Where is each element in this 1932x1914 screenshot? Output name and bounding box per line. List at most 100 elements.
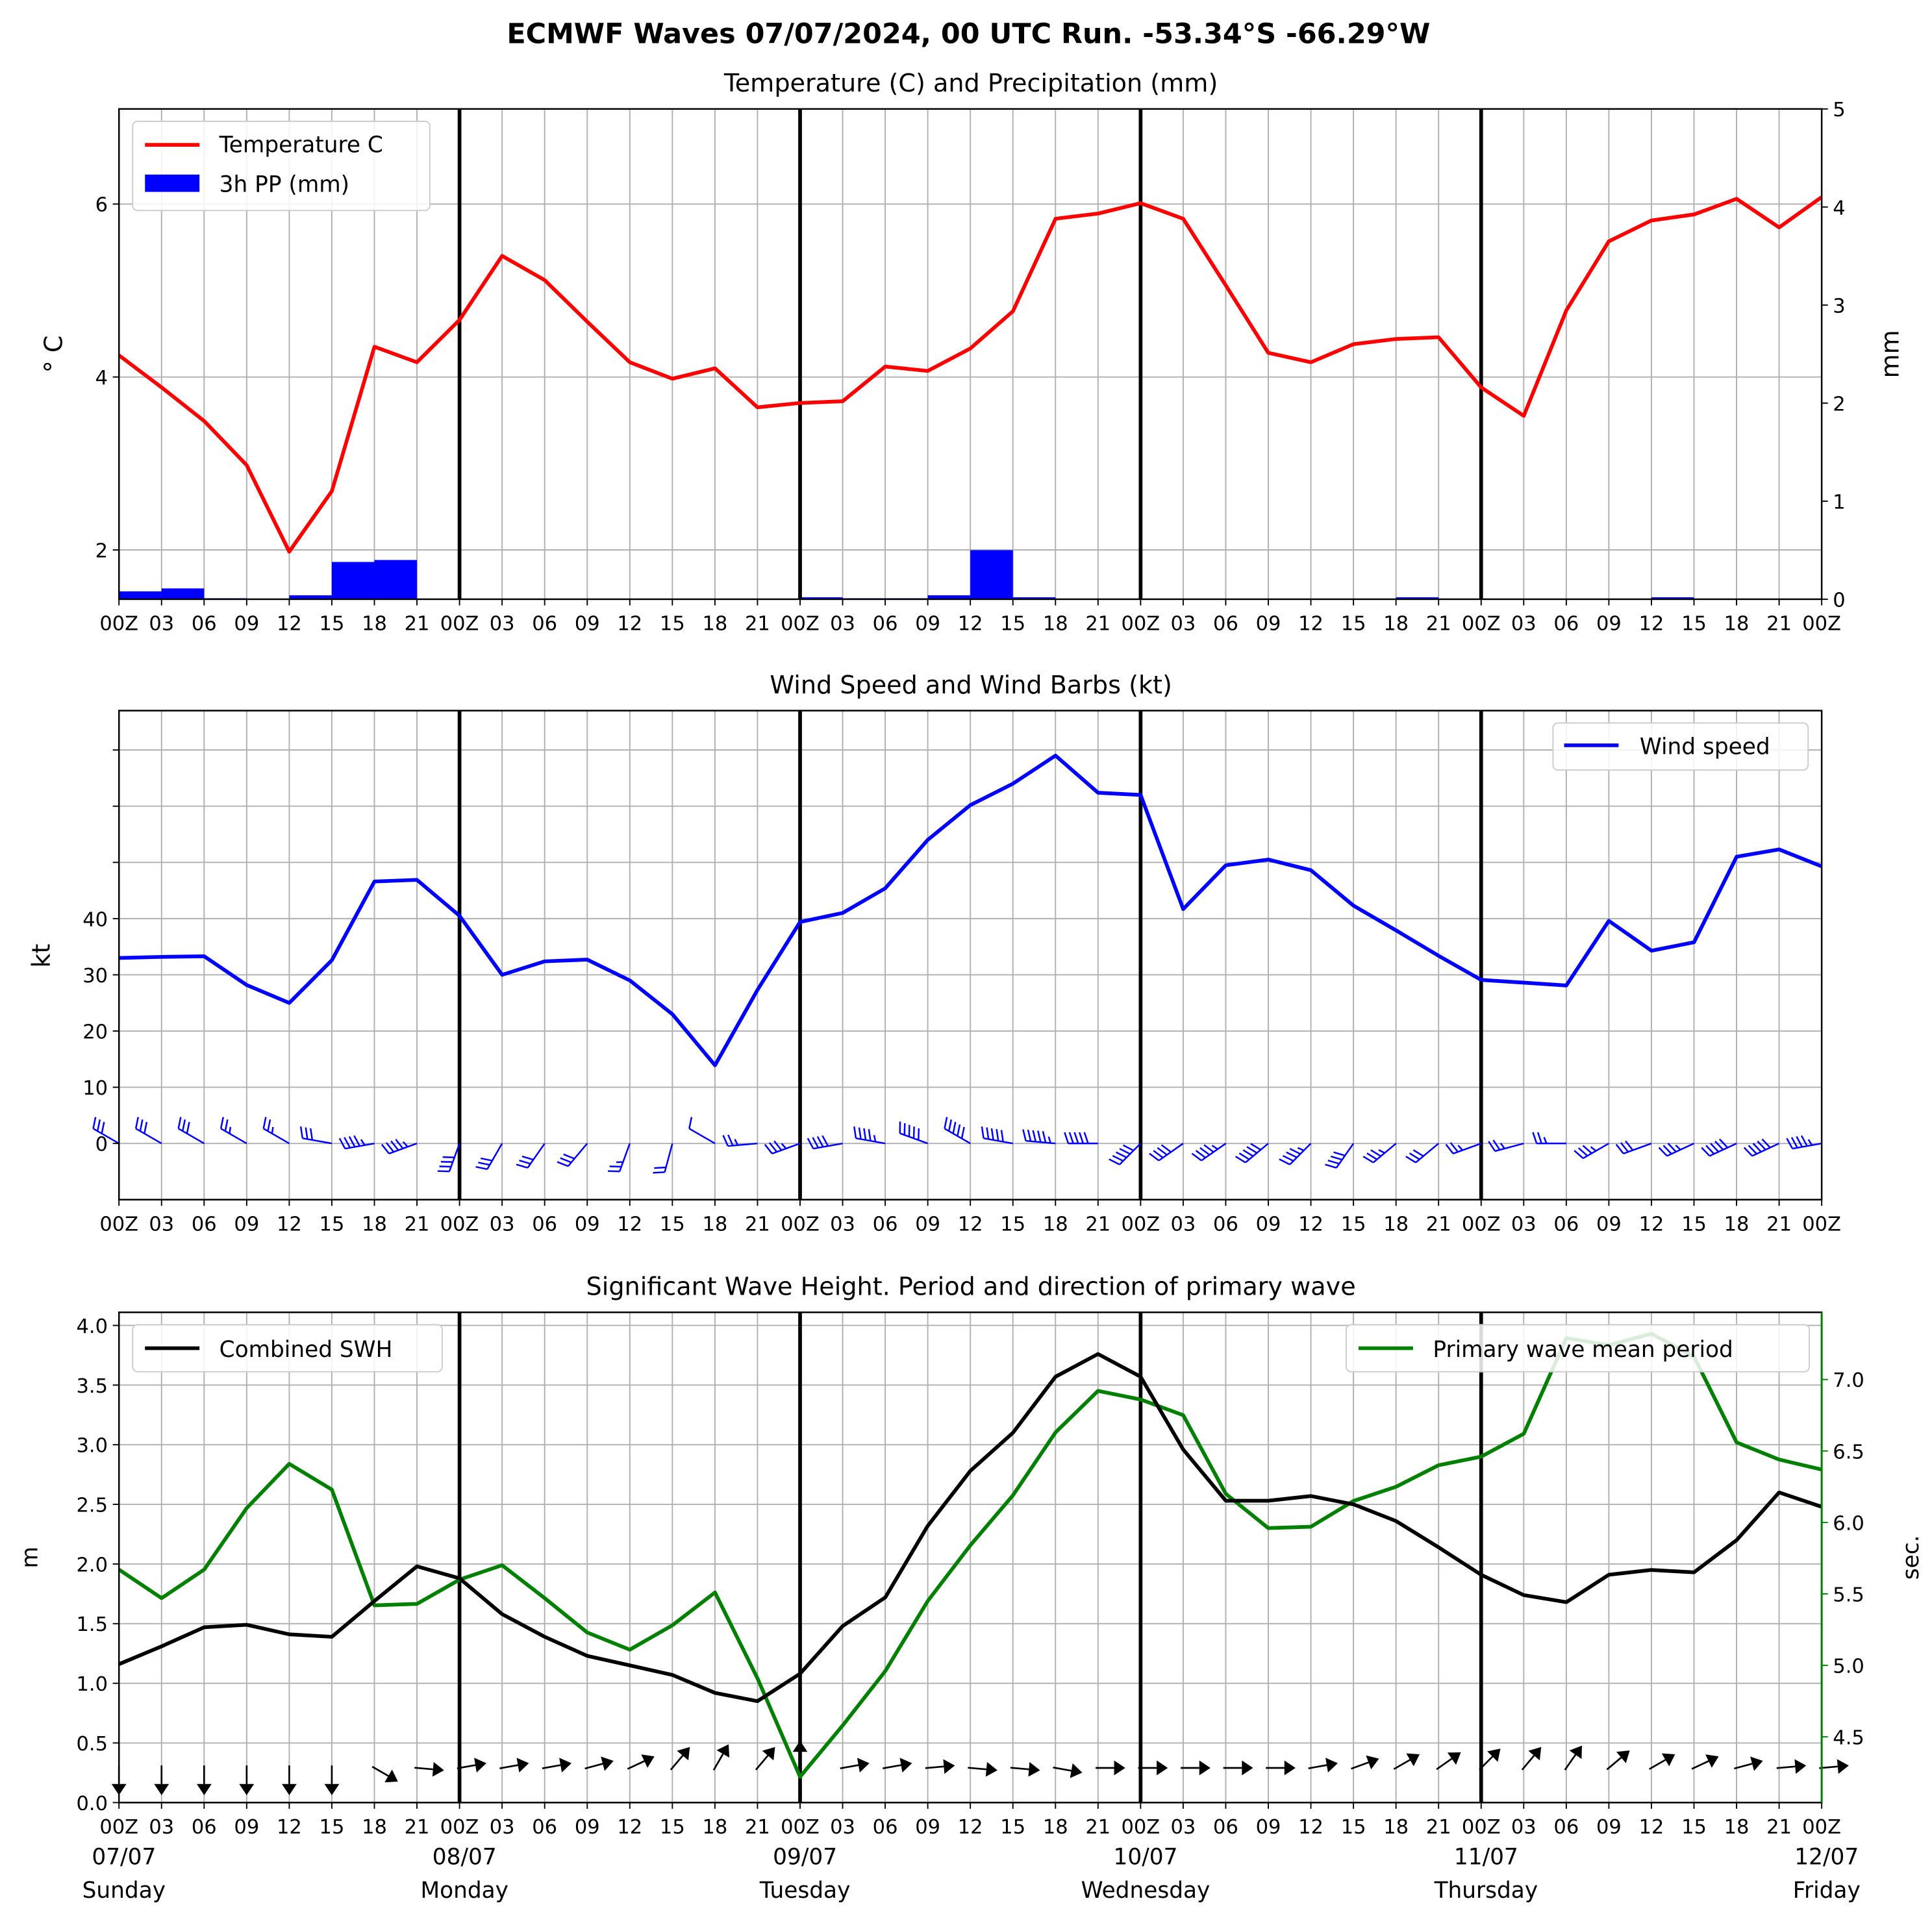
wave-direction-arrow-shaft: [1351, 1761, 1369, 1770]
panel3-ytick-label: 3.0: [77, 1435, 108, 1458]
panel3-ytick-right-label: 6.5: [1833, 1441, 1864, 1463]
wave-direction-arrow-shaft: [1776, 1765, 1796, 1769]
panel1-xtick-label: 15: [1341, 613, 1366, 636]
panel3-xtick-label: 21: [1426, 1816, 1451, 1839]
panel3-xtick-label: 18: [1724, 1816, 1750, 1839]
panel2-xtick-label: 09: [234, 1213, 259, 1236]
wave-direction-arrow-head: [677, 1746, 690, 1761]
panel1-xtick-label: 15: [660, 613, 685, 636]
wind-barb: [1532, 1132, 1566, 1145]
wave-direction-arrow-head: [1705, 1754, 1719, 1768]
wind-barb: [1743, 1138, 1780, 1157]
panel2-xtick-label: 00Z: [99, 1213, 138, 1236]
wave-direction-arrow-head: [1447, 1752, 1461, 1765]
panel1-xtick-label: 12: [277, 613, 302, 636]
wind-barb: [1362, 1143, 1397, 1163]
day-name-label: Wednesday: [1081, 1878, 1211, 1904]
panel1-xtick-label: 15: [1681, 613, 1707, 636]
day-date-label: 09/07: [773, 1845, 837, 1870]
wave-direction-arrow-head: [641, 1754, 655, 1768]
wave-direction-arrow-head: [1199, 1760, 1211, 1776]
wave-direction-arrow-shaft: [1521, 1755, 1535, 1771]
wind-barb: [475, 1143, 503, 1171]
wave-direction-arrow-head: [1616, 1750, 1630, 1763]
figure-title: ECMWF Waves 07/07/2024, 00 UTC Run. -53.…: [507, 18, 1430, 51]
wave-direction-arrow-shaft: [1606, 1757, 1622, 1771]
panel3-xtick-label: 21: [1085, 1816, 1110, 1839]
panel3-xtick-label: 12: [1298, 1816, 1324, 1839]
wave-period-line: [118, 1332, 1822, 1779]
panel2-xtick-label: 21: [1426, 1213, 1451, 1236]
panel2-xtick-label: 00Z: [781, 1213, 820, 1236]
wave-direction-arrow-shaft: [712, 1753, 724, 1771]
wave-direction-arrow-shaft: [1479, 1756, 1494, 1771]
panel1-xtick-label: 18: [702, 613, 727, 636]
panel3-xtick-label: 06: [532, 1816, 557, 1839]
panel2-xtick-label: 09: [575, 1213, 600, 1236]
panel2-legend: [1552, 722, 1809, 771]
day-name-label: Tuesday: [759, 1878, 851, 1904]
panel2-xtick-label: 09: [915, 1213, 940, 1236]
panel3-xtick-label: 12: [617, 1816, 642, 1839]
day-date-label: 11/07: [1454, 1845, 1518, 1870]
panel1-xtick-label: 18: [1043, 613, 1068, 636]
wind-barb: [516, 1143, 546, 1169]
panel3-xtick-label: 15: [1681, 1816, 1707, 1839]
temperature-line: [118, 195, 1823, 554]
precip-bar: [1012, 597, 1056, 599]
panel1-ytick-right-label: 0: [1833, 589, 1845, 612]
wind-barb: [1149, 1143, 1184, 1162]
wind-barb: [807, 1135, 843, 1150]
panel3-ytick-label: 2.5: [77, 1495, 108, 1517]
panel2-xtick-label: 12: [958, 1213, 983, 1236]
wave-direction-arrow-shaft: [371, 1765, 389, 1777]
wind-barb: [981, 1126, 1013, 1145]
wind-barb: [557, 1143, 588, 1167]
wind-barb: [1658, 1143, 1695, 1157]
precip-bar: [119, 591, 162, 599]
wave-direction-arrow-head: [559, 1758, 571, 1773]
panel1-xtick-label: 18: [1724, 613, 1750, 636]
panel3-xtick-label: 15: [320, 1816, 345, 1839]
panel1-xtick-label: 15: [320, 613, 345, 636]
panel3-xtick-label: 06: [192, 1816, 217, 1839]
wind-panel: Wind Speed and Wind Barbs (kt) 0 10 20 30 40 0…: [27, 671, 1841, 1236]
swh-line: [118, 1352, 1823, 1704]
panel3-ytick-label: 1.0: [77, 1673, 108, 1696]
wave-direction-arrow-head: [239, 1784, 255, 1795]
wind-barb: [299, 1126, 332, 1145]
panel1-xtick-label: 18: [1383, 613, 1409, 636]
panel1-xtick-label: 12: [1298, 613, 1324, 636]
wave-direction-arrow-head: [324, 1784, 340, 1795]
panel1-xtick-label: 06: [1553, 613, 1579, 636]
precip-bar: [331, 562, 375, 599]
panel1-xtick-label: 09: [1256, 613, 1281, 636]
legend-period-label: Primary wave mean period: [1433, 1337, 1733, 1363]
panel1-xtick-label: 12: [617, 613, 642, 636]
panel3-ytick-label: 0.5: [77, 1733, 108, 1756]
wind-barb: [1445, 1142, 1482, 1154]
panel1-xtick-label: 21: [1426, 613, 1451, 636]
panel3-ytick-right-label: 5.0: [1833, 1655, 1864, 1678]
panel2-xtick-label: 18: [362, 1213, 387, 1236]
wave-direction-arrow-head: [196, 1784, 212, 1795]
panel1-xtick-label: 00Z: [1122, 613, 1160, 636]
panel1-ytick-label: 4: [95, 367, 108, 390]
wave-direction-arrow-head: [1157, 1760, 1168, 1776]
wave-direction-arrow-shaft: [840, 1764, 859, 1769]
panel2-ytick-label: 40: [82, 908, 108, 931]
panel2-xtick-label: 09: [1596, 1213, 1622, 1236]
panel3-xtick-label: 21: [745, 1816, 770, 1839]
panel3-xtick-label: 18: [702, 1816, 727, 1839]
panel2-xtick-label: 03: [1511, 1213, 1537, 1236]
wave-direction-arrow-head: [1569, 1745, 1582, 1759]
wave-direction-arrow-shaft: [1308, 1764, 1327, 1769]
wind-barb: [722, 1134, 758, 1147]
legend-temperature-label: Temperature C: [219, 132, 383, 158]
legend-precip-label: 3h PP (mm): [220, 172, 349, 198]
wind-barb: [338, 1135, 375, 1150]
panel3-xtick-label: 03: [830, 1816, 855, 1839]
panel2-xtick-label: 00Z: [1122, 1213, 1160, 1236]
wave-direction-arrow-head: [281, 1784, 297, 1795]
wind-barb: [1405, 1143, 1439, 1163]
